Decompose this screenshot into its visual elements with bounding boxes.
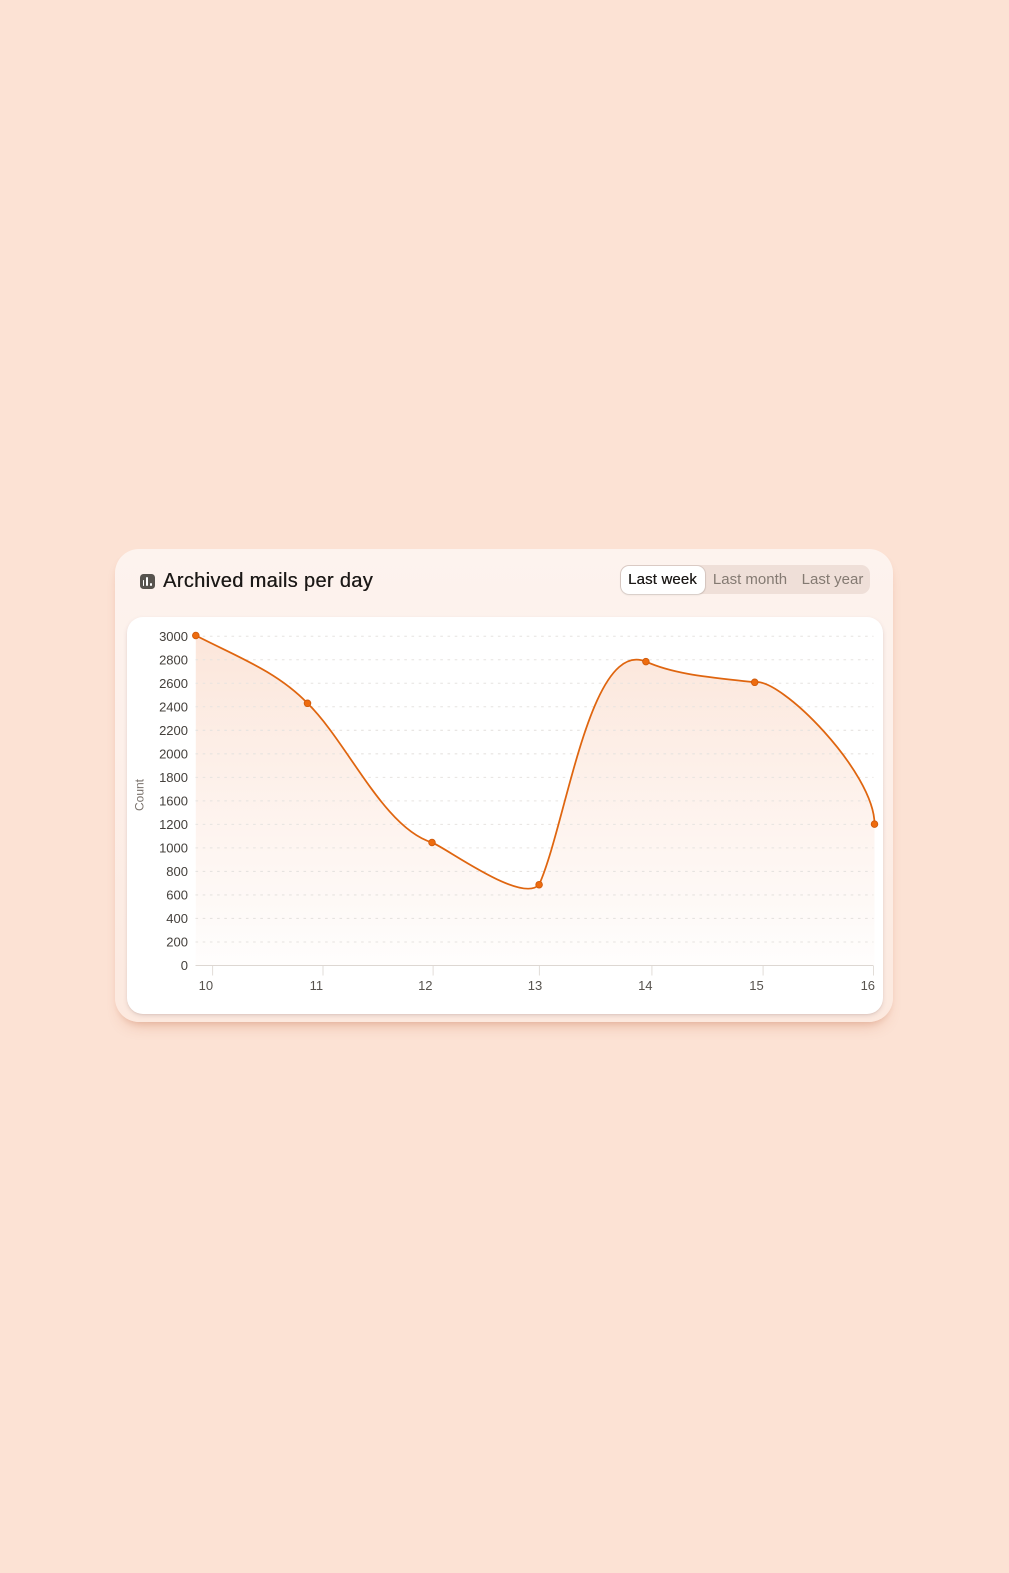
svg-text:2200: 2200 (159, 723, 188, 738)
svg-text:13: 13 (528, 978, 542, 993)
svg-text:11: 11 (310, 978, 324, 993)
svg-text:1800: 1800 (159, 770, 188, 785)
svg-text:600: 600 (166, 888, 188, 903)
svg-text:2400: 2400 (159, 699, 188, 714)
svg-text:2600: 2600 (159, 676, 188, 691)
svg-text:400: 400 (166, 911, 188, 926)
svg-text:800: 800 (166, 864, 188, 879)
svg-text:1200: 1200 (159, 817, 188, 832)
svg-text:0: 0 (181, 958, 188, 973)
svg-text:1600: 1600 (159, 793, 188, 808)
svg-text:Count: Count (133, 778, 147, 811)
svg-text:2000: 2000 (159, 746, 188, 761)
svg-text:2800: 2800 (159, 652, 188, 667)
svg-text:1000: 1000 (159, 841, 188, 856)
svg-text:14: 14 (638, 978, 652, 993)
svg-text:200: 200 (166, 935, 188, 950)
svg-text:3000: 3000 (159, 629, 188, 644)
svg-text:15: 15 (749, 978, 763, 993)
svg-text:10: 10 (199, 978, 213, 993)
svg-text:16: 16 (861, 978, 875, 993)
svg-text:12: 12 (418, 978, 432, 993)
